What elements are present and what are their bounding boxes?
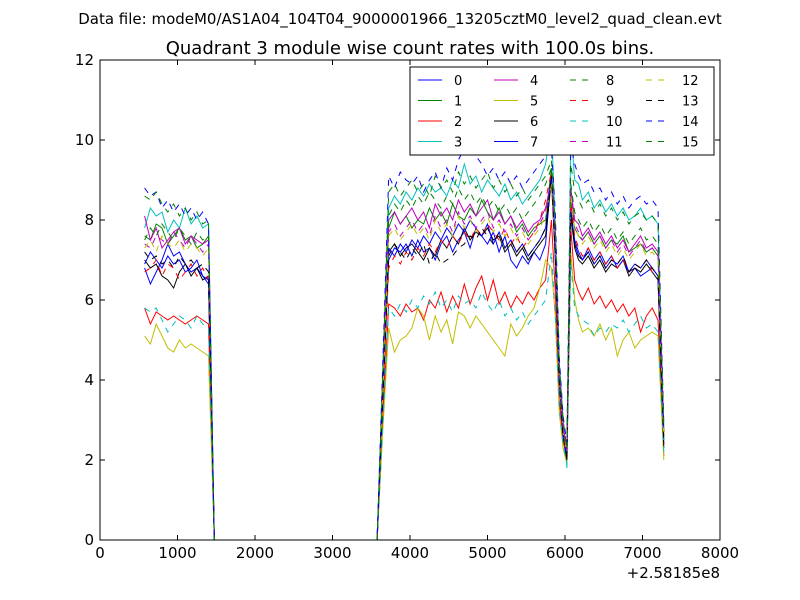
x-tick-label: 8000 bbox=[701, 544, 739, 562]
series-line-0 bbox=[144, 171, 665, 541]
series-line-11 bbox=[144, 179, 665, 541]
chart-title: Quadrant 3 module wise count rates with … bbox=[166, 38, 655, 59]
legend-label-13: 13 bbox=[682, 95, 699, 110]
y-tick-label: 10 bbox=[75, 131, 94, 149]
legend-label-5: 5 bbox=[530, 95, 538, 110]
axes-frame bbox=[99, 59, 721, 541]
legend-label-7: 7 bbox=[530, 136, 538, 151]
x-tick-label: 6000 bbox=[546, 544, 584, 562]
y-tick-label: 2 bbox=[84, 451, 94, 469]
legend-label-6: 6 bbox=[530, 115, 538, 130]
x-tick-label: 1000 bbox=[158, 544, 196, 562]
x-tick-label: 7000 bbox=[623, 544, 661, 562]
x-tick-label: 4000 bbox=[391, 544, 429, 562]
legend-label-12: 12 bbox=[682, 74, 699, 89]
series-line-8 bbox=[144, 167, 665, 541]
series-line-6 bbox=[144, 179, 665, 541]
legend-label-14: 14 bbox=[682, 115, 699, 130]
series-line-10 bbox=[144, 251, 665, 541]
series-line-14 bbox=[144, 143, 665, 541]
series-line-5 bbox=[144, 251, 665, 541]
legend-label-3: 3 bbox=[454, 136, 462, 151]
y-tick-label: 0 bbox=[84, 531, 94, 549]
legend-label-8: 8 bbox=[606, 74, 614, 89]
series-line-3 bbox=[144, 123, 665, 541]
x-tick-label: 2000 bbox=[236, 544, 274, 562]
legend-label-11: 11 bbox=[606, 136, 623, 151]
x-tick-label: 5000 bbox=[468, 544, 506, 562]
series-line-9 bbox=[144, 171, 665, 541]
plot-area bbox=[144, 123, 665, 541]
legend-label-1: 1 bbox=[454, 95, 462, 110]
legend-label-2: 2 bbox=[454, 115, 462, 130]
axis-ticks: 0 1000 2000 3000 4000 5000 6000 7000 80000246810… bbox=[75, 51, 739, 562]
legend-label-15: 15 bbox=[682, 136, 699, 151]
series-line-12 bbox=[144, 183, 665, 541]
figure-suptitle: Data file: modeM0/AS1A04_104T04_90000019… bbox=[78, 10, 722, 29]
legend-label-10: 10 bbox=[606, 115, 623, 130]
series-line-15 bbox=[144, 159, 665, 541]
y-tick-label: 8 bbox=[84, 211, 94, 229]
y-tick-label: 4 bbox=[84, 371, 94, 389]
series-line-2 bbox=[144, 219, 665, 541]
legend-label-4: 4 bbox=[530, 74, 538, 89]
x-axis-offset-label: +2.58185e8 bbox=[627, 564, 720, 582]
legend-label-0: 0 bbox=[454, 74, 462, 89]
series-line-4 bbox=[144, 179, 665, 541]
x-tick-label: 3000 bbox=[313, 544, 351, 562]
x-tick-label: 0 bbox=[95, 544, 105, 562]
y-tick-label: 6 bbox=[84, 291, 94, 309]
legend-label-9: 9 bbox=[606, 95, 614, 110]
legend-box bbox=[409, 66, 715, 156]
y-tick-label: 12 bbox=[75, 51, 94, 69]
